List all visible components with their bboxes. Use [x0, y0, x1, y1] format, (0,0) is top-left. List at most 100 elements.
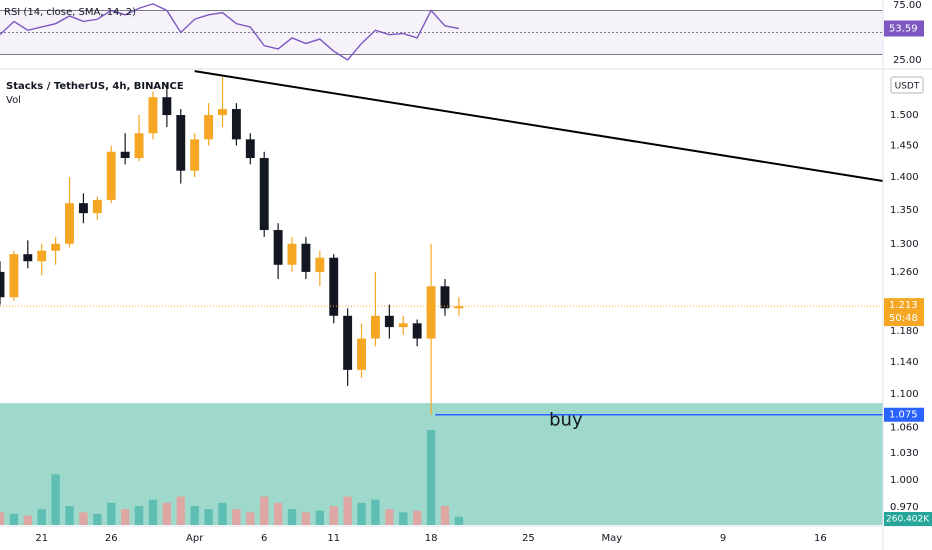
- candle-body: [384, 315, 394, 328]
- volume-bar: [107, 502, 116, 525]
- volume-bar: [0, 512, 5, 525]
- candle-body: [287, 243, 297, 265]
- x-tick-label: 25: [522, 533, 535, 544]
- volume-title: Vol: [6, 95, 21, 106]
- y-tick-label: 1.060: [890, 422, 919, 433]
- y-tick-label: 1.180: [890, 326, 919, 337]
- rsi-last-box: [884, 20, 924, 37]
- candle-body: [440, 286, 450, 309]
- candle-body: [204, 115, 214, 140]
- candle-body: [0, 271, 5, 298]
- volume-bar: [426, 430, 436, 525]
- y-tick-label: 1.260: [890, 267, 919, 278]
- y-tick-label: 1.400: [890, 172, 919, 183]
- volume-last-box: [884, 512, 932, 526]
- volume-bar: [176, 496, 185, 525]
- rsi-title: RSI (14, close, SMA, 14, 2): [4, 7, 136, 18]
- candle-body: [301, 243, 311, 272]
- demand-zone: [0, 403, 883, 525]
- plot-area: [0, 3, 884, 525]
- candle-body: [398, 323, 408, 328]
- candle-body: [92, 199, 102, 214]
- rsi-tick-label: 25.00: [893, 55, 922, 66]
- volume-bar: [371, 499, 380, 525]
- volume-last-label: 260.402K: [886, 515, 930, 525]
- volume-bar: [218, 502, 227, 525]
- volume-bar: [315, 510, 324, 525]
- candle-body: [176, 115, 186, 171]
- volume-bar: [329, 506, 338, 525]
- candle-body: [259, 158, 269, 231]
- candle-body: [134, 133, 144, 159]
- rsi-last-label: 53.59: [889, 24, 918, 35]
- volume-bar: [412, 510, 422, 525]
- candle-body: [412, 323, 422, 339]
- volume-bar: [232, 509, 241, 525]
- volume-bar: [79, 512, 88, 525]
- y-tick-label: 1.500: [890, 110, 919, 121]
- candle-body: [357, 338, 366, 370]
- candle-body: [65, 203, 74, 244]
- candle-body: [190, 139, 200, 171]
- candle-body: [120, 151, 130, 159]
- candle-body: [51, 243, 61, 251]
- candle-body: [231, 109, 241, 140]
- volume-bar: [23, 515, 32, 525]
- y-tick-label: 1.000: [890, 475, 919, 486]
- last-price-label: 1.213: [889, 300, 918, 311]
- candle-body: [218, 109, 227, 116]
- y-tick-label: 1.030: [890, 448, 919, 459]
- volume-bar: [9, 513, 19, 525]
- candle-body: [148, 97, 158, 134]
- volume-bar: [190, 506, 199, 525]
- volume-bar: [301, 512, 311, 525]
- volume-bar: [343, 496, 352, 525]
- volume-bar: [204, 509, 213, 525]
- x-tick-label: 21: [35, 533, 48, 544]
- candle-body: [9, 254, 19, 298]
- volume-bar: [385, 509, 394, 525]
- buy-price-box: [884, 407, 924, 422]
- symbol-title: Stacks / TetherUS, 4h, BINANCE: [6, 81, 184, 92]
- y-tick-label: 1.450: [890, 141, 919, 152]
- candle-body: [329, 257, 339, 316]
- candle-body: [245, 139, 255, 159]
- volume-bar: [287, 509, 297, 525]
- rsi-line: [0, 3, 460, 61]
- y-tick-label: 1.300: [890, 239, 919, 250]
- x-tick-label: 6: [261, 533, 267, 544]
- currency-box[interactable]: [890, 76, 924, 94]
- y-tick-label: 1.140: [890, 357, 919, 368]
- volume-bar: [134, 506, 144, 525]
- candle-body: [370, 315, 380, 339]
- volume-bar: [51, 474, 60, 525]
- candle-body: [315, 257, 325, 272]
- y-tick-label: 1.100: [890, 389, 919, 400]
- candle-body: [37, 250, 47, 262]
- volume-bar: [37, 509, 46, 525]
- countdown: 50:48: [889, 313, 918, 324]
- candle-body: [23, 254, 33, 262]
- candle-body: [273, 230, 283, 265]
- x-tick-label: Apr: [186, 533, 204, 544]
- volume-bar: [260, 496, 269, 525]
- x-tick-label: 26: [105, 533, 118, 544]
- candle-body: [162, 97, 172, 116]
- candle-body: [454, 306, 464, 309]
- buy-label: buy: [549, 410, 583, 431]
- volume-bar: [454, 516, 464, 525]
- volume-bar: [120, 509, 130, 525]
- volume-bar: [399, 512, 408, 525]
- x-tick-label: 11: [327, 533, 340, 544]
- x-tick-label: 18: [425, 533, 438, 544]
- x-tick-label: 16: [814, 533, 827, 544]
- volume-bar: [440, 506, 450, 525]
- currency[interactable]: USDT: [895, 82, 920, 92]
- volume-bar: [273, 502, 283, 525]
- trendline: [194, 70, 884, 182]
- x-tick-label: 9: [720, 533, 726, 544]
- buy-price-label: 1.075: [889, 410, 918, 421]
- volume-bar: [65, 506, 74, 525]
- candle-body: [343, 315, 353, 370]
